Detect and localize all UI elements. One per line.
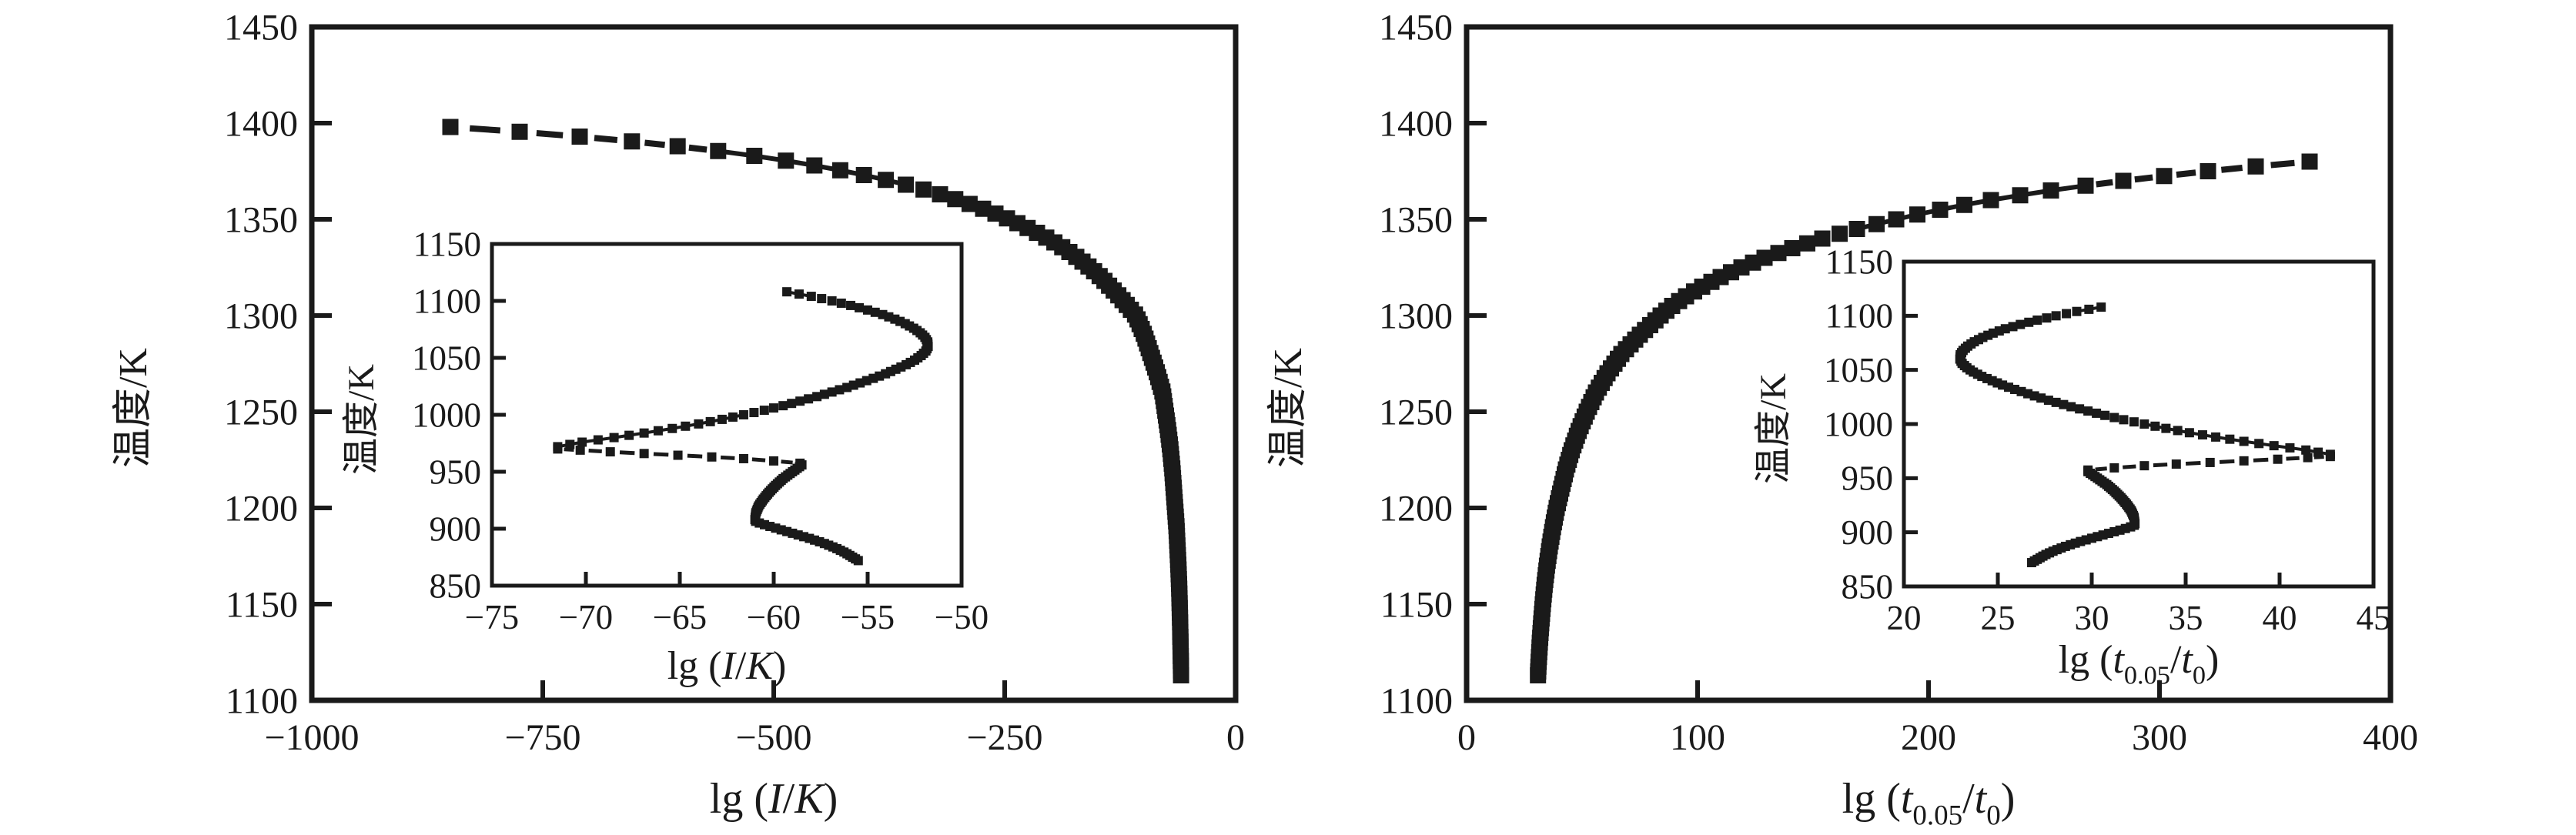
right-inset-ylabel: 温度/K <box>1753 373 1794 484</box>
axis-label: lg (I/K) <box>710 775 838 823</box>
left-main-series <box>442 119 1189 683</box>
left-inset-y-tick-label: 950 <box>430 453 482 491</box>
right-inset-y-tick-label: 950 <box>1842 459 1894 498</box>
right-inset-x-tick-label: 45 <box>2357 599 2391 637</box>
right-inset-y-tick-label: 900 <box>1842 513 1894 552</box>
left-inset-x-tick-label: −50 <box>935 598 989 636</box>
right-inset-x-tick-label: 25 <box>1981 599 2016 637</box>
left-inset-y-tick-label: 900 <box>430 509 482 548</box>
right-main-y-tick-label: 1100 <box>1380 680 1453 721</box>
right-inset-x-tick-label: 35 <box>2169 599 2203 637</box>
left-main-x-tick-label: −1000 <box>264 717 359 758</box>
right-inset-upper-nose-branch <box>1955 302 2335 459</box>
left-main-y-tick-label: 1250 <box>224 392 298 433</box>
axis-label: lg (t0.05/t0) <box>1842 775 2016 831</box>
left-main-y-tick-label: 1400 <box>224 103 298 144</box>
axis-label: lg (t0.05/t0) <box>2059 638 2220 690</box>
left-chart: −1000 −750 −500 −250 0 1100 1150 1200 1250 1300 13… <box>112 7 1245 823</box>
left-main-y-tick-label: 1100 <box>226 680 298 721</box>
left-inset-y-tick-label: 1050 <box>412 339 481 377</box>
left-inset-x-tick-label: −55 <box>841 598 895 636</box>
right-inset-y-tick-label: 850 <box>1842 567 1894 606</box>
right-main-x-tick-label: 0 <box>1457 717 1476 758</box>
left-inset-y-tick-label: 1100 <box>413 282 481 320</box>
right-main-y-tick-label: 1200 <box>1379 488 1453 529</box>
right-inset-x-tick-label: 30 <box>2075 599 2109 637</box>
right-main-x-tick-label: 300 <box>2132 717 2187 758</box>
left-inset-ylabel: 温度/K <box>341 364 382 475</box>
right-inset-chart: 20 25 30 35 40 45 850 900 950 1000 1050 1100 1150 lg … <box>1753 242 2391 690</box>
left-inset-y-tick-label: 850 <box>430 566 482 605</box>
right-ylabel: 温度/K <box>1266 348 1310 468</box>
right-inset-x-tick-label: 40 <box>2263 599 2297 637</box>
right-main-x-tick-label: 200 <box>1901 717 1956 758</box>
left-main-y-tick-label: 1300 <box>224 296 298 336</box>
right-inset-middle-dashed-branch <box>2083 452 2335 475</box>
left-main-x-tick-label: 0 <box>1226 717 1245 758</box>
left-inset-y-tick-label: 1150 <box>413 225 481 263</box>
left-main-y-tick-label: 1350 <box>224 199 298 240</box>
right-main-series <box>1530 153 2318 683</box>
right-main-y-tick-label: 1350 <box>1379 199 1453 240</box>
right-inset-y-tick-label: 1000 <box>1824 405 1893 443</box>
left-inset-x-tick-label: −70 <box>559 598 613 636</box>
left-inset-lower-zigzag-branch <box>750 460 863 566</box>
left-main-x-tick-label: −500 <box>735 717 811 758</box>
left-main-x-tick-label: −250 <box>966 717 1042 758</box>
left-main-y-tick-label: 1200 <box>224 488 298 529</box>
right-main-x-tick-label: 100 <box>1670 717 1725 758</box>
left-inset-x-tick-label: −65 <box>653 598 707 636</box>
axis-label: lg (I/K) <box>667 644 787 688</box>
left-ylabel: 温度/K <box>112 348 156 468</box>
left-inset-chart: −75 −70 −65 −60 −55 −50 850 900 950 1000 1050 1100 1… <box>341 225 989 688</box>
right-main-y-tick-label: 1450 <box>1379 7 1453 48</box>
right-inset-y-tick-label: 1050 <box>1824 351 1893 389</box>
left-main-y-tick-label: 1450 <box>224 7 298 48</box>
left-inset-x-tick-label: −60 <box>747 598 801 636</box>
right-inset-lower-zigzag-branch <box>2026 466 2140 568</box>
left-inset-x-tick-label: −75 <box>465 598 519 636</box>
left-main-y-tick-label: 1150 <box>226 584 298 625</box>
right-inset-y-tick-label: 1150 <box>1825 242 1893 281</box>
right-chart: 0 100 200 300 400 1100 1150 1200 1250 1300 1350 140… <box>1266 7 2418 830</box>
right-inset-y-tick-label: 1100 <box>1825 297 1893 336</box>
right-main-x-tick-label: 400 <box>2363 717 2418 758</box>
right-main-y-tick-label: 1300 <box>1379 296 1453 336</box>
right-inset-x-tick-label: 20 <box>1887 599 1922 637</box>
left-inset-y-tick-label: 1000 <box>412 396 481 434</box>
left-main-x-tick-label: −750 <box>504 717 580 758</box>
right-main-y-tick-label: 1400 <box>1379 103 1453 144</box>
right-main-y-tick-label: 1250 <box>1379 392 1453 433</box>
right-main-y-tick-label: 1150 <box>1380 584 1453 625</box>
